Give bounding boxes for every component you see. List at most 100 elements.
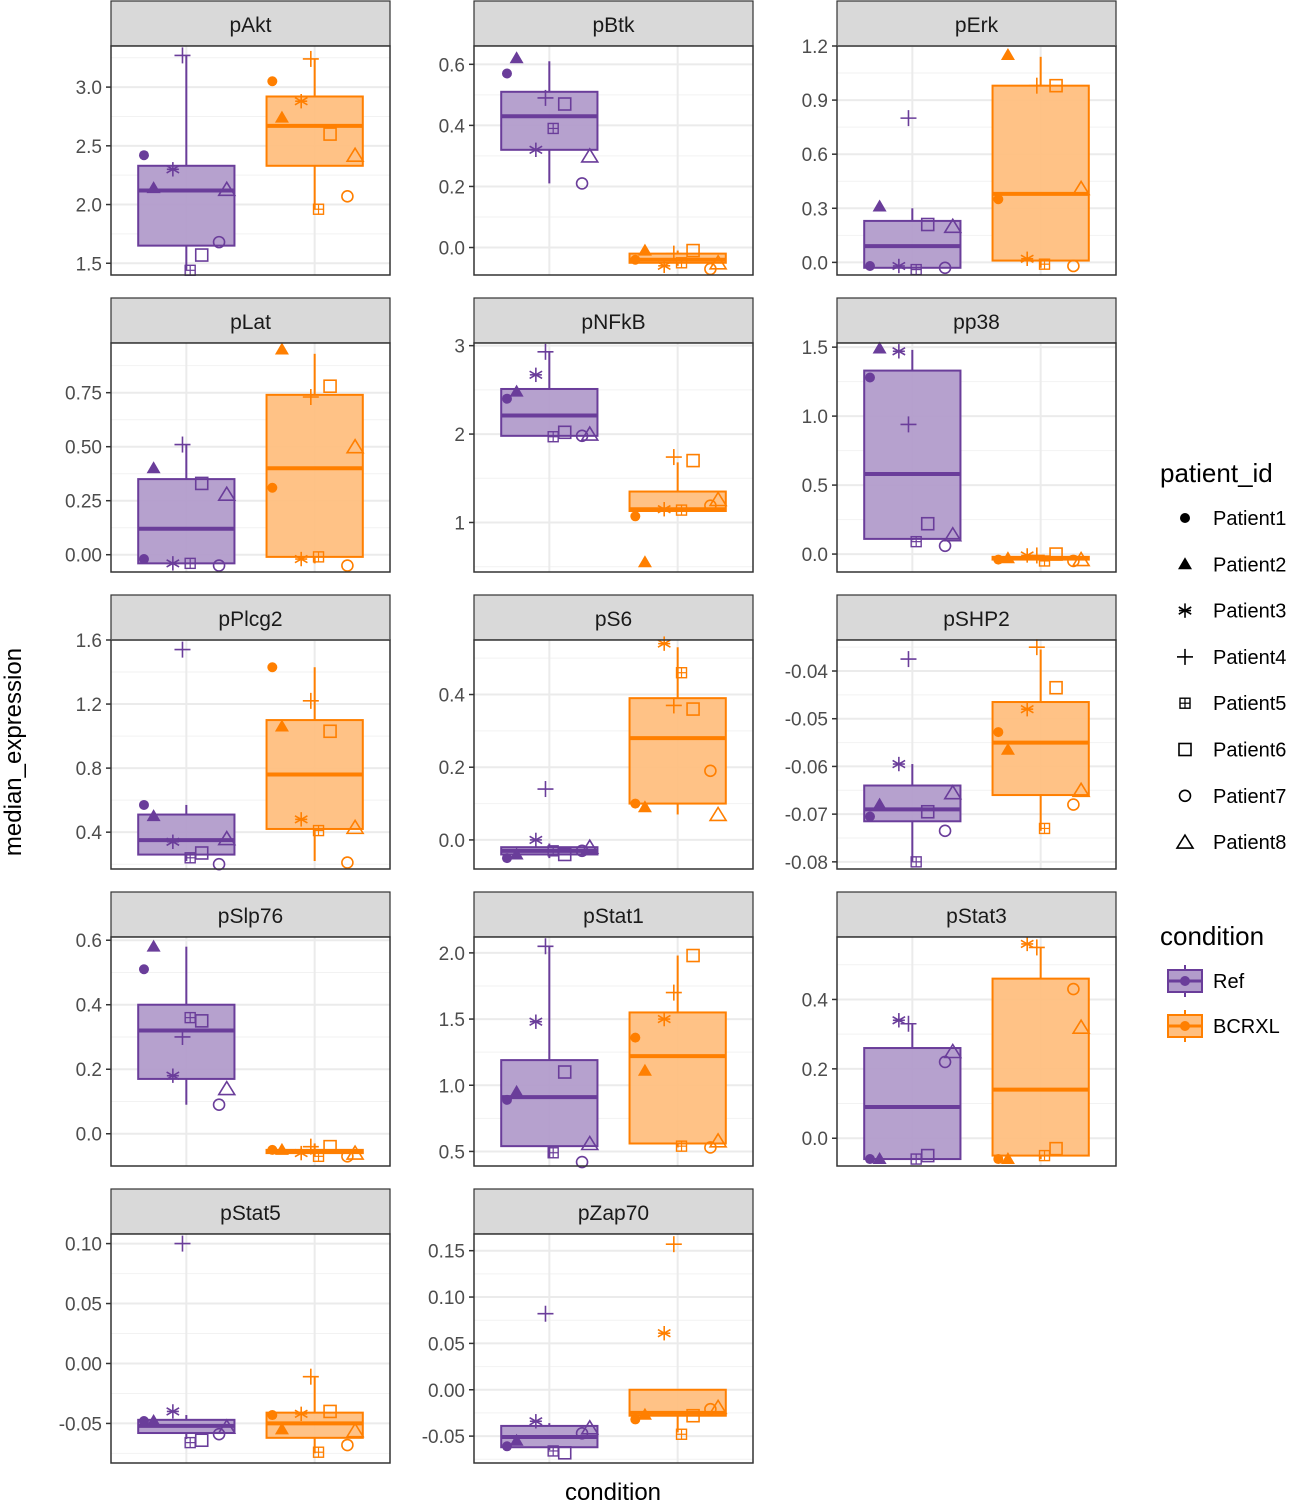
box-iqr [265, 393, 364, 558]
data-point-BCRXL-Patient4 [665, 449, 682, 466]
facet-panel-pAkt: pAkt 1.5 2.0 2.5 3.0 [76, 0, 391, 277]
data-point-Ref-Patient4 [174, 1235, 191, 1252]
data-point-Ref-Patient8 [943, 1042, 963, 1059]
data-point-BCRXL-Patient3 [1020, 251, 1034, 266]
facet-strip-label: pSHP2 [943, 608, 1010, 631]
data-point-Ref-Patient3 [166, 834, 180, 849]
data-point-Ref-Patient2 [146, 939, 161, 952]
data-point-Ref-Patient7 [938, 261, 952, 275]
data-point-BCRXL-Patient8 [708, 1132, 728, 1148]
data-point-Ref-Patient1 [864, 372, 875, 383]
facet-strip-label: pLat [230, 311, 271, 334]
box-iqr [137, 164, 236, 247]
y-tick-label: -0.06 [785, 757, 828, 778]
data-point-BCRXL-Patient4 [1028, 77, 1045, 94]
data-point-Ref-Patient4 [174, 641, 191, 658]
facet-panel-pBtk: pBtk 0.0 0.2 0.4 0.6 [439, 0, 754, 276]
data-point-Ref-Patient3 [892, 258, 906, 274]
data-point-Ref-Patient2 [146, 181, 161, 194]
data-point-Ref-Patient8 [217, 1080, 237, 1096]
data-point-Ref-Patient5 [547, 1147, 559, 1159]
data-point-Ref-Patient1 [138, 150, 149, 161]
data-point-Ref-Patient4 [900, 416, 917, 433]
y-tick-label: 0.75 [65, 384, 102, 405]
legend-key-Patient2 [1178, 557, 1192, 570]
data-point-BCRXL-Patient7 [341, 1438, 354, 1452]
facet-strip [836, 891, 1117, 938]
data-point-BCRXL-Patient4 [302, 692, 319, 709]
legend-key-Patient4 [1177, 648, 1193, 665]
boxplot-BCRXL [628, 462, 727, 512]
boxplot-BCRXL [265, 353, 364, 564]
data-point-BCRXL-Patient8 [708, 1398, 728, 1415]
data-point-BCRXL-Patient6 [323, 1404, 337, 1419]
y-tick-label: 1.0 [802, 407, 828, 428]
data-point-BCRXL-Patient1 [630, 511, 641, 522]
data-point-BCRXL-Patient6 [686, 702, 700, 716]
panel-border [473, 639, 754, 870]
data-point-Ref-Patient7 [575, 844, 589, 858]
box-iqr [991, 84, 1090, 262]
data-point-BCRXL-Patient3 [657, 1011, 671, 1027]
boxplot-Ref [137, 55, 236, 271]
y-tick-label: 0.9 [802, 91, 828, 112]
data-point-Ref-Patient3 [529, 142, 543, 158]
data-point-Ref-Patient8 [217, 830, 237, 846]
data-point-BCRXL-Patient4 [665, 1236, 682, 1253]
data-point-BCRXL-Patient7 [704, 1402, 717, 1416]
data-point-Ref-Patient2 [509, 847, 524, 860]
y-tick-label: 2.0 [439, 944, 465, 965]
data-point-Ref-Patient1 [501, 1441, 512, 1452]
data-point-Ref-Patient8 [580, 838, 600, 854]
data-point-BCRXL-Patient4 [302, 50, 319, 67]
y-tick-label: 0.0 [802, 545, 828, 566]
y-tick-label: 0.00 [65, 546, 102, 567]
data-point-BCRXL-Patient3 [1020, 701, 1034, 717]
data-point-BCRXL-Patient5 [675, 504, 688, 516]
data-point-BCRXL-Patient1 [267, 482, 278, 493]
panel-border [110, 342, 391, 573]
data-point-BCRXL-Patient1 [630, 1032, 641, 1043]
legend-key-BCRXL [1167, 1010, 1203, 1042]
data-point-Ref-Patient3 [892, 756, 906, 772]
boxplot-BCRXL [265, 667, 364, 861]
box-iqr [628, 1011, 727, 1145]
y-tick-label: 1.5 [439, 1010, 465, 1031]
data-point-Ref-Patient4 [900, 651, 917, 668]
y-tick-label: 0.6 [76, 931, 102, 952]
data-point-BCRXL-Patient6 [686, 453, 700, 468]
panel-border [110, 45, 391, 276]
data-point-Ref-Patient6 [557, 425, 572, 440]
plot-background [474, 46, 753, 275]
data-point-BCRXL-Patient3 [657, 1326, 671, 1341]
data-point-BCRXL-Patient5 [312, 1446, 325, 1458]
data-point-BCRXL-Patient4 [302, 389, 319, 406]
y-tick-label: 0.3 [802, 199, 828, 220]
facet-panel-pS6: pS6 0.0 0.2 0.4 [439, 594, 754, 870]
data-point-Ref-Patient6 [920, 804, 935, 819]
data-point-BCRXL-Patient5 [675, 1140, 688, 1152]
data-point-BCRXL-Patient2 [274, 110, 289, 123]
plot-background [474, 343, 753, 572]
legend-key-Patient5 [1179, 697, 1191, 709]
data-point-Ref-Patient1 [138, 554, 149, 565]
data-point-BCRXL-Patient6 [323, 127, 337, 141]
y-tick-label: 0.00 [428, 1381, 465, 1402]
data-point-BCRXL-Patient6 [686, 948, 700, 963]
data-point-BCRXL-Patient7 [1067, 798, 1080, 811]
box-iqr [500, 387, 599, 437]
x-axis-title: condition [565, 1479, 661, 1506]
facet-strip-label: pZap70 [578, 1202, 649, 1225]
y-tick-label: 0.05 [428, 1334, 465, 1355]
data-point-BCRXL-Patient2 [1000, 48, 1015, 61]
box-iqr [628, 697, 727, 805]
boxplot-Ref [500, 61, 599, 184]
data-point-BCRXL-Patient7 [341, 559, 354, 572]
boxplot-Ref [863, 349, 962, 541]
facet-strip-label: pS6 [595, 608, 632, 631]
data-point-Ref-Patient6 [557, 1065, 572, 1079]
data-point-BCRXL-Patient2 [1000, 551, 1015, 564]
legend-label-Patient7: Patient7 [1213, 786, 1286, 808]
data-point-Ref-Patient5 [184, 557, 196, 570]
data-point-BCRXL-Patient7 [704, 764, 717, 778]
